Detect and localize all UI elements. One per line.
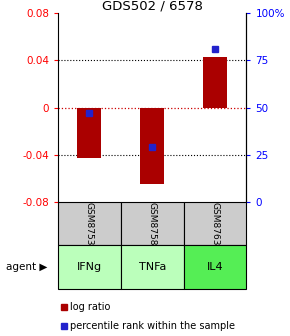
Bar	[184, 245, 246, 289]
Bar	[140, 108, 164, 184]
Title: GDS502 / 6578: GDS502 / 6578	[102, 0, 203, 12]
Text: percentile rank within the sample: percentile rank within the sample	[70, 321, 235, 331]
Bar	[121, 245, 184, 289]
Text: agent ▶: agent ▶	[6, 262, 47, 272]
Bar	[184, 202, 246, 245]
Text: GSM8758: GSM8758	[148, 202, 157, 245]
Text: TNFa: TNFa	[139, 262, 166, 272]
Text: IFNg: IFNg	[77, 262, 102, 272]
Bar	[203, 57, 227, 108]
Bar	[121, 202, 184, 245]
Bar	[58, 245, 121, 289]
Text: log ratio: log ratio	[70, 302, 110, 312]
Text: GSM8763: GSM8763	[211, 202, 220, 245]
Text: GSM8753: GSM8753	[85, 202, 94, 245]
Bar	[58, 202, 121, 245]
Text: IL4: IL4	[207, 262, 223, 272]
Bar	[77, 108, 102, 158]
